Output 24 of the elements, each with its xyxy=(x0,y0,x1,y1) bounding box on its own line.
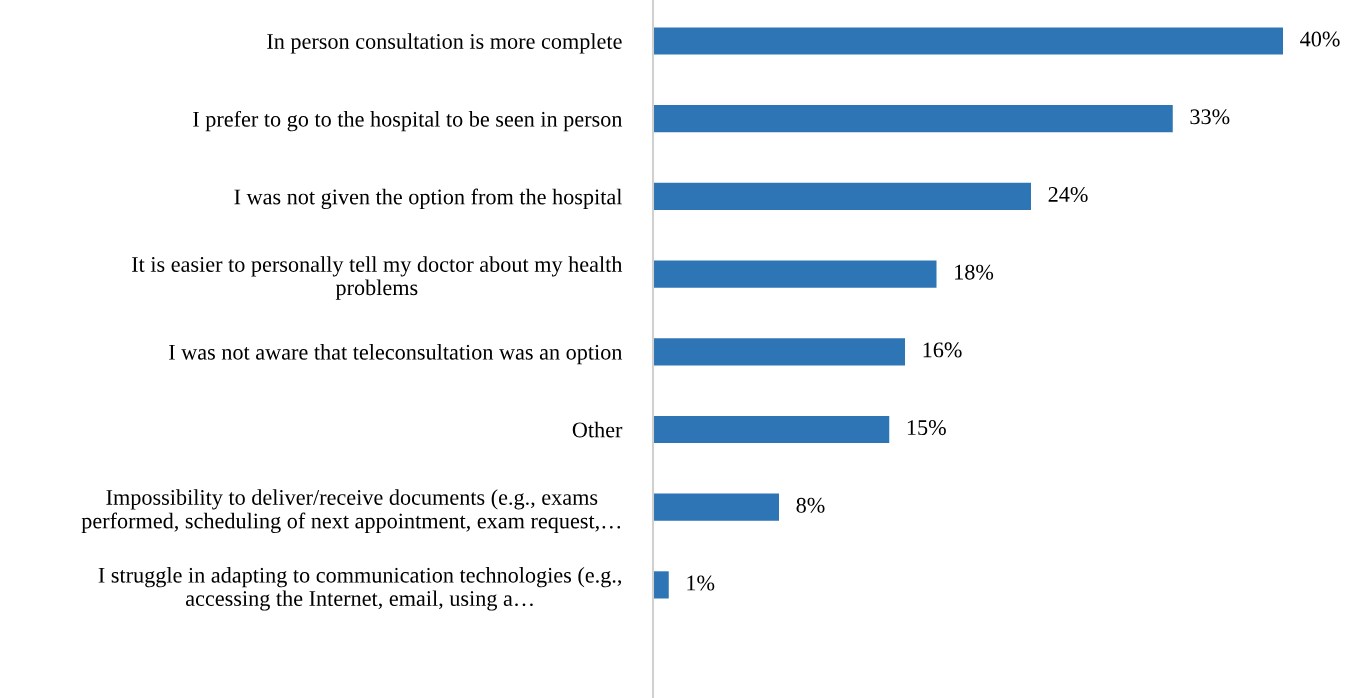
data-label: 1% xyxy=(687,575,715,591)
bar xyxy=(653,415,890,444)
data-label: 18% xyxy=(955,264,994,280)
y-tick-label: I prefer to go to the hospital to be seen in person xyxy=(193,110,623,132)
data-label: 16% xyxy=(923,342,962,358)
data-label: 8% xyxy=(796,497,825,513)
bar xyxy=(653,182,1031,210)
data-label: 33% xyxy=(1190,109,1230,125)
bar xyxy=(653,338,905,366)
y-tick-label: I struggle in adapting to communication technologies (e.g., accessing the Internet, email, using a… xyxy=(98,567,622,611)
bar xyxy=(653,493,779,521)
y-tick-label: Other xyxy=(572,421,623,438)
data-label: 15% xyxy=(907,420,946,436)
y-tick-label: Impossibility to deliver/receive documents (e.g., exams performed, scheduling of next appointment, exam request,… xyxy=(81,489,621,534)
data-label: 40% xyxy=(1300,31,1340,47)
bar xyxy=(653,105,1173,133)
y-tick-label: I was not given the option from the hospital xyxy=(234,188,622,210)
bar xyxy=(653,571,669,599)
bar xyxy=(653,260,937,288)
data-label: 24% xyxy=(1048,186,1088,203)
y-tick-label: In person consultation is more complete xyxy=(267,33,622,54)
y-tick-label: I was not aware that teleconsultation was an option xyxy=(169,344,623,365)
bar xyxy=(653,27,1283,55)
y-tick-label: It is easier to personally tell my doctor about my health problems xyxy=(132,256,623,300)
